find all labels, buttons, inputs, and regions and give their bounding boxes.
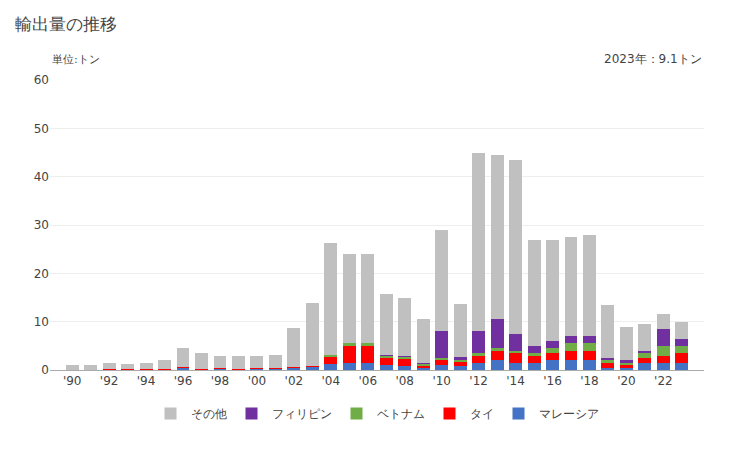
svg-text:'08: '08: [395, 374, 414, 388]
svg-text:'04: '04: [322, 374, 341, 388]
svg-text:'18: '18: [580, 374, 599, 388]
svg-text:2023年：9.1トン: 2023年：9.1トン: [604, 52, 702, 66]
svg-text:マレーシア: マレーシア: [539, 407, 599, 421]
svg-text:単位:トン: 単位:トン: [52, 53, 100, 66]
svg-text:'14: '14: [506, 374, 525, 388]
svg-text:'90: '90: [63, 374, 82, 388]
svg-text:'92: '92: [100, 374, 119, 388]
svg-text:輸出量の推移: 輸出量の推移: [15, 14, 117, 34]
svg-text:'22: '22: [654, 374, 673, 388]
svg-text:'12: '12: [469, 374, 488, 388]
svg-text:'06: '06: [358, 374, 377, 388]
svg-text:'02: '02: [285, 374, 304, 388]
svg-text:'10: '10: [432, 374, 451, 388]
svg-text:'96: '96: [174, 374, 193, 388]
svg-text:フィリピン: フィリピン: [272, 407, 332, 421]
svg-text:20: 20: [34, 267, 49, 281]
svg-text:50: 50: [34, 122, 49, 136]
svg-text:'16: '16: [543, 374, 562, 388]
svg-text:タイ: タイ: [470, 407, 494, 421]
svg-text:10: 10: [34, 315, 49, 329]
svg-text:40: 40: [34, 170, 49, 184]
svg-text:'94: '94: [137, 374, 156, 388]
svg-text:60: 60: [34, 73, 49, 87]
svg-text:30: 30: [34, 218, 49, 232]
svg-text:ベトナム: ベトナム: [377, 407, 425, 421]
svg-text:'00: '00: [248, 374, 267, 388]
svg-text:'20: '20: [617, 374, 636, 388]
svg-text:'98: '98: [211, 374, 230, 388]
svg-text:0: 0: [41, 363, 49, 377]
svg-text:その他: その他: [191, 407, 227, 421]
